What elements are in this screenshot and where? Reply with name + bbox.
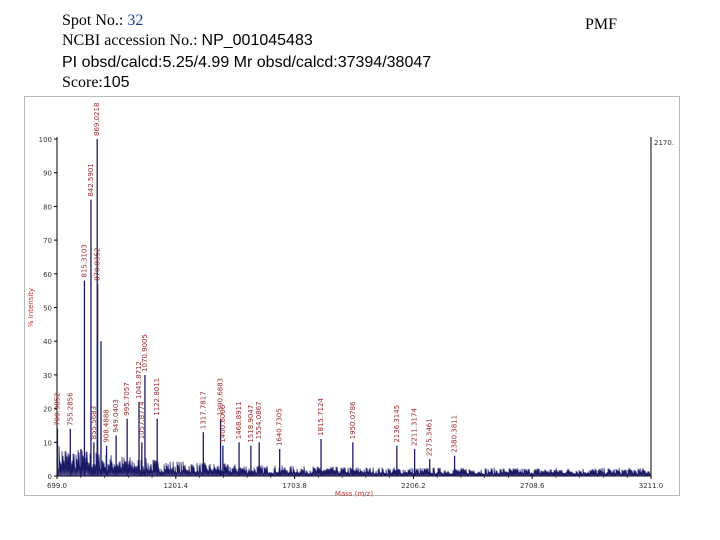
peak-label: 1317.7817	[199, 391, 207, 429]
peak-label: 1070.9005	[141, 334, 149, 372]
peak-label: 1390.6883	[217, 378, 225, 416]
peak-label: 855.5683	[90, 406, 98, 439]
x-tick-label: 2206.2	[401, 482, 426, 490]
x-tick-label: 699.0	[47, 482, 67, 490]
y-tick-label: 80	[43, 203, 52, 211]
y-tick-label: 10	[43, 439, 52, 447]
pi-mr-line: PI obsd/calcd:5.25/4.99 Mr obsd/calcd:37…	[62, 54, 432, 71]
max-intensity-label: 2170.	[654, 139, 674, 147]
peak-label: 700.9852	[53, 392, 61, 425]
y-tick-label: 30	[43, 372, 52, 380]
method-label: PMF	[585, 16, 618, 33]
peak-label: 2380.3811	[451, 415, 459, 453]
peak-label: 949.0403	[112, 399, 120, 432]
x-axis-label: Mass (m/z)	[335, 490, 373, 497]
y-tick-label: 20	[43, 406, 52, 414]
peak-label: 1640.7305	[276, 408, 284, 446]
accession-label: NCBI accession No.:	[62, 32, 198, 49]
mass-spectrum-chart: 0 10 20 30 40 50 60 70 80 90 100 699.0 1201.4 1703.8 2…	[27, 103, 674, 497]
peak-label: 842.5901	[87, 163, 95, 196]
spot-number-line: Spot No.: 32	[62, 12, 143, 30]
peak-label: 1815.7124	[317, 398, 325, 436]
peak-label: 1554.0867	[255, 401, 263, 439]
spot-label: Spot No.:	[62, 12, 124, 29]
spectrum-panel: 0 10 20 30 40 50 60 70 80 90 100 699.0 1201.4 1703.8 2…	[24, 96, 680, 497]
y-tick-label: 100	[39, 136, 52, 144]
peak-label: 755.2856	[66, 392, 74, 426]
y-tick-label: 0	[48, 473, 52, 481]
x-tick-label: 1201.4	[164, 482, 189, 490]
peak-label: 1468.8911	[235, 401, 243, 439]
baseline-noise	[57, 445, 651, 477]
peak-label: 1122.8011	[153, 378, 161, 416]
peak-label: 815.3103	[80, 244, 88, 277]
peak-label: 2136.3145	[393, 405, 401, 443]
y-tick-label: 40	[43, 338, 52, 346]
peak-label: 1057.8774	[138, 401, 146, 439]
x-tick-label: 2708.6	[520, 482, 545, 490]
peak-label: 869.0218	[93, 103, 101, 136]
y-axis-label: % Intensity	[27, 288, 35, 327]
x-tick-label: 3211.0	[639, 482, 664, 490]
peak-label: 995.7057	[123, 382, 131, 415]
accession-value: NP_001045483	[201, 32, 313, 49]
peak-label: 2275.3461	[426, 418, 434, 456]
score-value: 105	[102, 74, 130, 91]
y-tick-label: 60	[43, 271, 52, 279]
y-tick-label: 70	[43, 237, 52, 245]
spot-number: 32	[127, 12, 144, 29]
score-line: Score:105	[62, 74, 130, 92]
x-tick-label: 1703.8	[282, 482, 307, 490]
score-label: Score:	[62, 74, 103, 91]
peak-label: 870.8352	[94, 248, 102, 281]
y-tick-label: 90	[43, 170, 52, 178]
peak-label: 1045.8712	[135, 361, 143, 399]
peak-label: 1950.0786	[349, 401, 357, 439]
peak-label: 2211.3174	[411, 408, 419, 446]
peak-label: 1518.9047	[247, 405, 255, 443]
accession-line: NCBI accession No.: NP_001045483	[62, 32, 313, 50]
peak-label: 908.4888	[103, 409, 111, 442]
peak-label: 1400.6006	[219, 404, 227, 442]
y-tick-label: 50	[43, 305, 52, 313]
